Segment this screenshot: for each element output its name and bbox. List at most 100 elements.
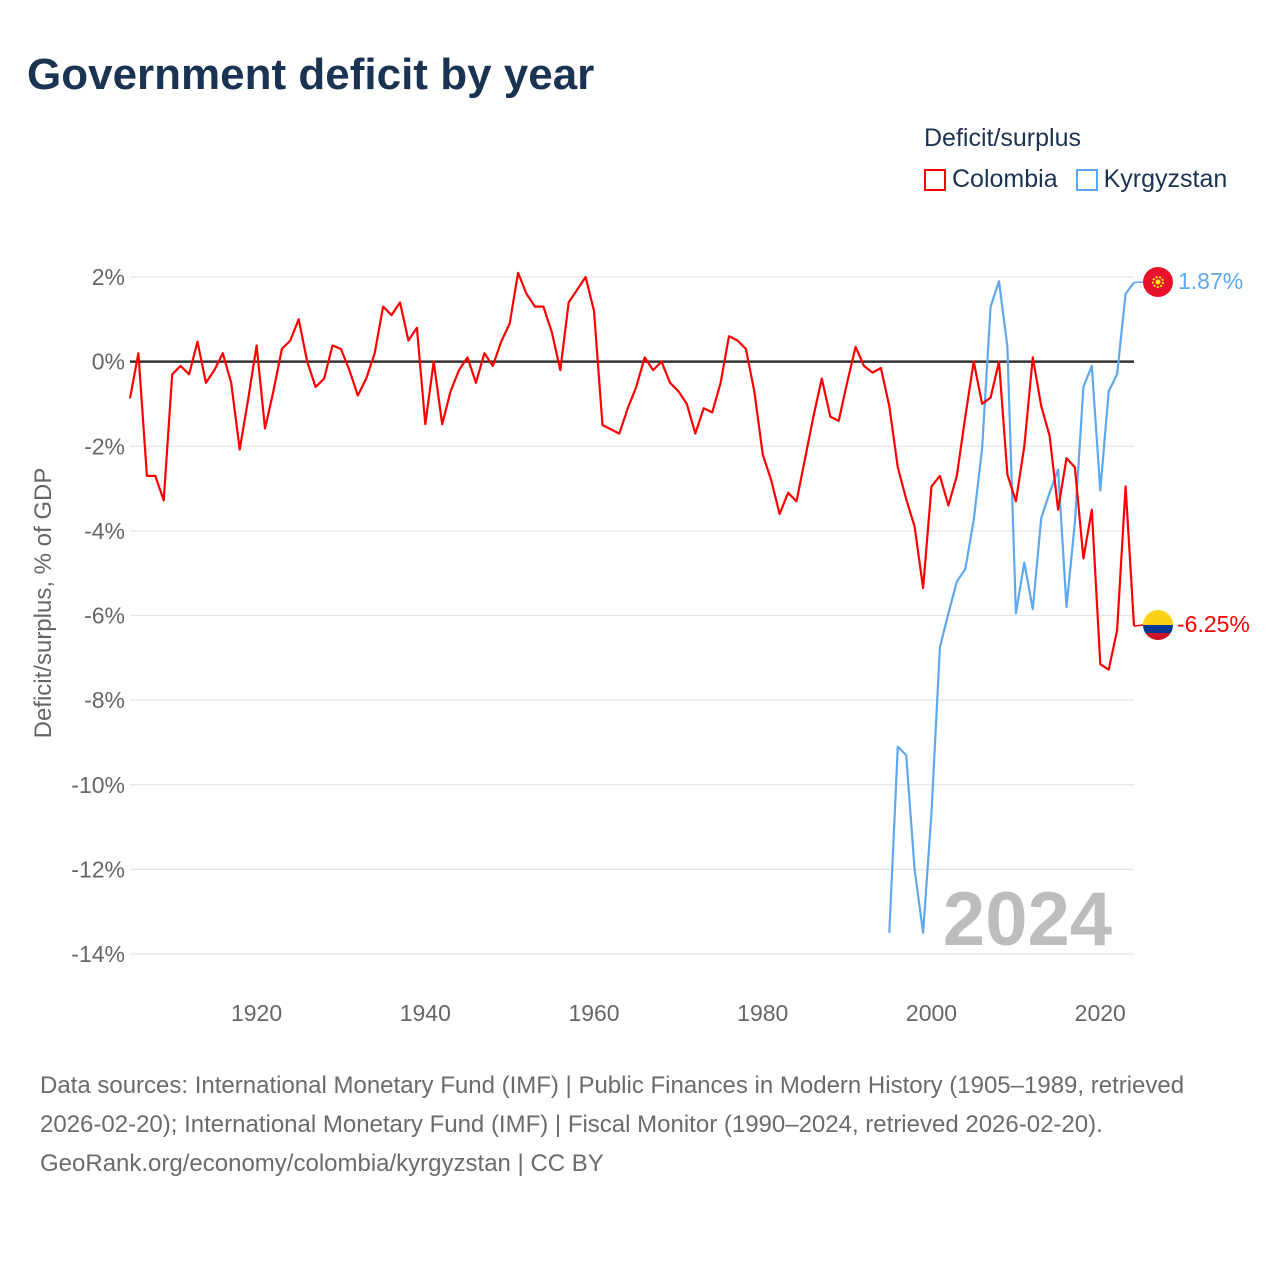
data-point-kyrgyzstan[interactable] [993, 275, 1005, 287]
data-point-colombia[interactable] [470, 377, 482, 389]
data-point-colombia[interactable] [166, 368, 178, 380]
data-point-colombia[interactable] [1111, 624, 1123, 636]
data-point-colombia[interactable] [681, 398, 693, 410]
data-point-colombia[interactable] [909, 521, 921, 533]
data-point-colombia[interactable] [664, 377, 676, 389]
data-point-kyrgyzstan[interactable] [1103, 385, 1115, 397]
data-point-colombia[interactable] [293, 313, 305, 325]
data-point-kyrgyzstan[interactable] [1128, 277, 1140, 289]
data-point-colombia[interactable] [1086, 504, 1098, 516]
data-point-colombia[interactable] [689, 428, 701, 440]
data-point-colombia[interactable] [850, 341, 862, 353]
data-point-colombia[interactable] [217, 347, 229, 359]
data-point-colombia[interactable] [537, 301, 549, 313]
data-point-colombia[interactable] [613, 428, 625, 440]
data-point-colombia[interactable] [158, 494, 170, 506]
data-point-colombia[interactable] [1128, 620, 1140, 632]
data-point-colombia[interactable] [647, 364, 659, 376]
data-point-colombia[interactable] [1027, 351, 1039, 363]
data-point-colombia[interactable] [377, 301, 389, 313]
data-point-kyrgyzstan[interactable] [1094, 485, 1106, 497]
data-point-colombia[interactable] [1035, 400, 1047, 412]
data-point-kyrgyzstan[interactable] [1001, 341, 1013, 353]
data-point-colombia[interactable] [1010, 495, 1022, 507]
data-point-colombia[interactable] [200, 377, 212, 389]
data-point-colombia[interactable] [546, 326, 558, 338]
data-point-colombia[interactable] [428, 356, 440, 368]
data-point-colombia[interactable] [942, 499, 954, 511]
data-point-colombia[interactable] [504, 318, 516, 330]
data-point-colombia[interactable] [1061, 452, 1073, 464]
data-point-colombia[interactable] [816, 373, 828, 385]
data-point-colombia[interactable] [740, 343, 752, 355]
data-point-colombia[interactable] [951, 470, 963, 482]
data-point-kyrgyzstan[interactable] [917, 927, 929, 939]
data-point-kyrgyzstan[interactable] [1061, 601, 1073, 613]
data-point-colombia[interactable] [394, 296, 406, 308]
data-point-kyrgyzstan[interactable] [926, 806, 938, 818]
data-point-colombia[interactable] [841, 377, 853, 389]
data-point-colombia[interactable] [900, 493, 912, 505]
data-point-colombia[interactable] [554, 364, 566, 376]
data-point-colombia[interactable] [191, 336, 203, 348]
data-point-colombia[interactable] [782, 487, 794, 499]
data-point-colombia[interactable] [1001, 469, 1013, 481]
data-point-colombia[interactable] [1069, 461, 1081, 473]
data-point-colombia[interactable] [259, 422, 271, 434]
data-point-colombia[interactable] [183, 368, 195, 380]
data-point-kyrgyzstan[interactable] [951, 576, 963, 588]
data-point-colombia[interactable] [757, 449, 769, 461]
data-point-colombia[interactable] [1044, 430, 1056, 442]
data-point-colombia[interactable] [453, 364, 465, 376]
data-point-colombia[interactable] [630, 381, 642, 393]
data-point-colombia[interactable] [622, 402, 634, 414]
data-point-kyrgyzstan[interactable] [968, 514, 980, 526]
data-point-colombia[interactable] [917, 582, 929, 594]
data-point-colombia[interactable] [1077, 552, 1089, 564]
data-point-colombia[interactable] [310, 381, 322, 393]
data-point-colombia[interactable] [352, 389, 364, 401]
data-point-colombia[interactable] [301, 356, 313, 368]
data-point-colombia[interactable] [386, 309, 398, 321]
data-point-kyrgyzstan[interactable] [985, 301, 997, 313]
data-point-kyrgyzstan[interactable] [900, 749, 912, 761]
data-point-colombia[interactable] [478, 347, 490, 359]
data-point-colombia[interactable] [892, 461, 904, 473]
data-point-colombia[interactable] [715, 377, 727, 389]
data-point-colombia[interactable] [934, 470, 946, 482]
data-point-colombia[interactable] [411, 322, 423, 334]
data-point-colombia[interactable] [402, 334, 414, 346]
data-point-colombia[interactable] [335, 343, 347, 355]
data-point-kyrgyzstan[interactable] [1027, 603, 1039, 615]
data-point-colombia[interactable] [495, 336, 507, 348]
data-point-colombia[interactable] [1052, 504, 1064, 516]
data-point-colombia[interactable] [445, 385, 457, 397]
data-point-kyrgyzstan[interactable] [1120, 288, 1132, 300]
data-point-colombia[interactable] [706, 406, 718, 418]
data-point-colombia[interactable] [985, 392, 997, 404]
data-point-colombia[interactable] [791, 495, 803, 507]
data-point-colombia[interactable] [251, 340, 263, 352]
data-point-kyrgyzstan[interactable] [1010, 607, 1022, 619]
data-point-colombia[interactable] [639, 351, 651, 363]
credit-link[interactable]: GeoRank.org/economy/colombia/kyrgyzstan … [40, 1150, 604, 1177]
data-point-kyrgyzstan[interactable] [883, 927, 895, 939]
data-point-kyrgyzstan[interactable] [976, 442, 988, 454]
data-point-colombia[interactable] [926, 480, 938, 492]
data-point-colombia[interactable] [571, 284, 583, 296]
data-point-colombia[interactable] [968, 356, 980, 368]
data-point-colombia[interactable] [799, 453, 811, 465]
data-point-colombia[interactable] [959, 411, 971, 423]
data-point-kyrgyzstan[interactable] [1035, 512, 1047, 524]
data-point-colombia[interactable] [242, 394, 254, 406]
data-point-colombia[interactable] [883, 400, 895, 412]
data-point-kyrgyzstan[interactable] [959, 563, 971, 575]
data-point-kyrgyzstan[interactable] [1077, 381, 1089, 393]
data-point-colombia[interactable] [672, 385, 684, 397]
data-point-kyrgyzstan[interactable] [1111, 368, 1123, 380]
data-point-colombia[interactable] [419, 418, 431, 430]
data-point-colombia[interactable] [748, 385, 760, 397]
data-point-colombia[interactable] [765, 474, 777, 486]
data-point-colombia[interactable] [461, 351, 473, 363]
data-point-colombia[interactable] [369, 347, 381, 359]
